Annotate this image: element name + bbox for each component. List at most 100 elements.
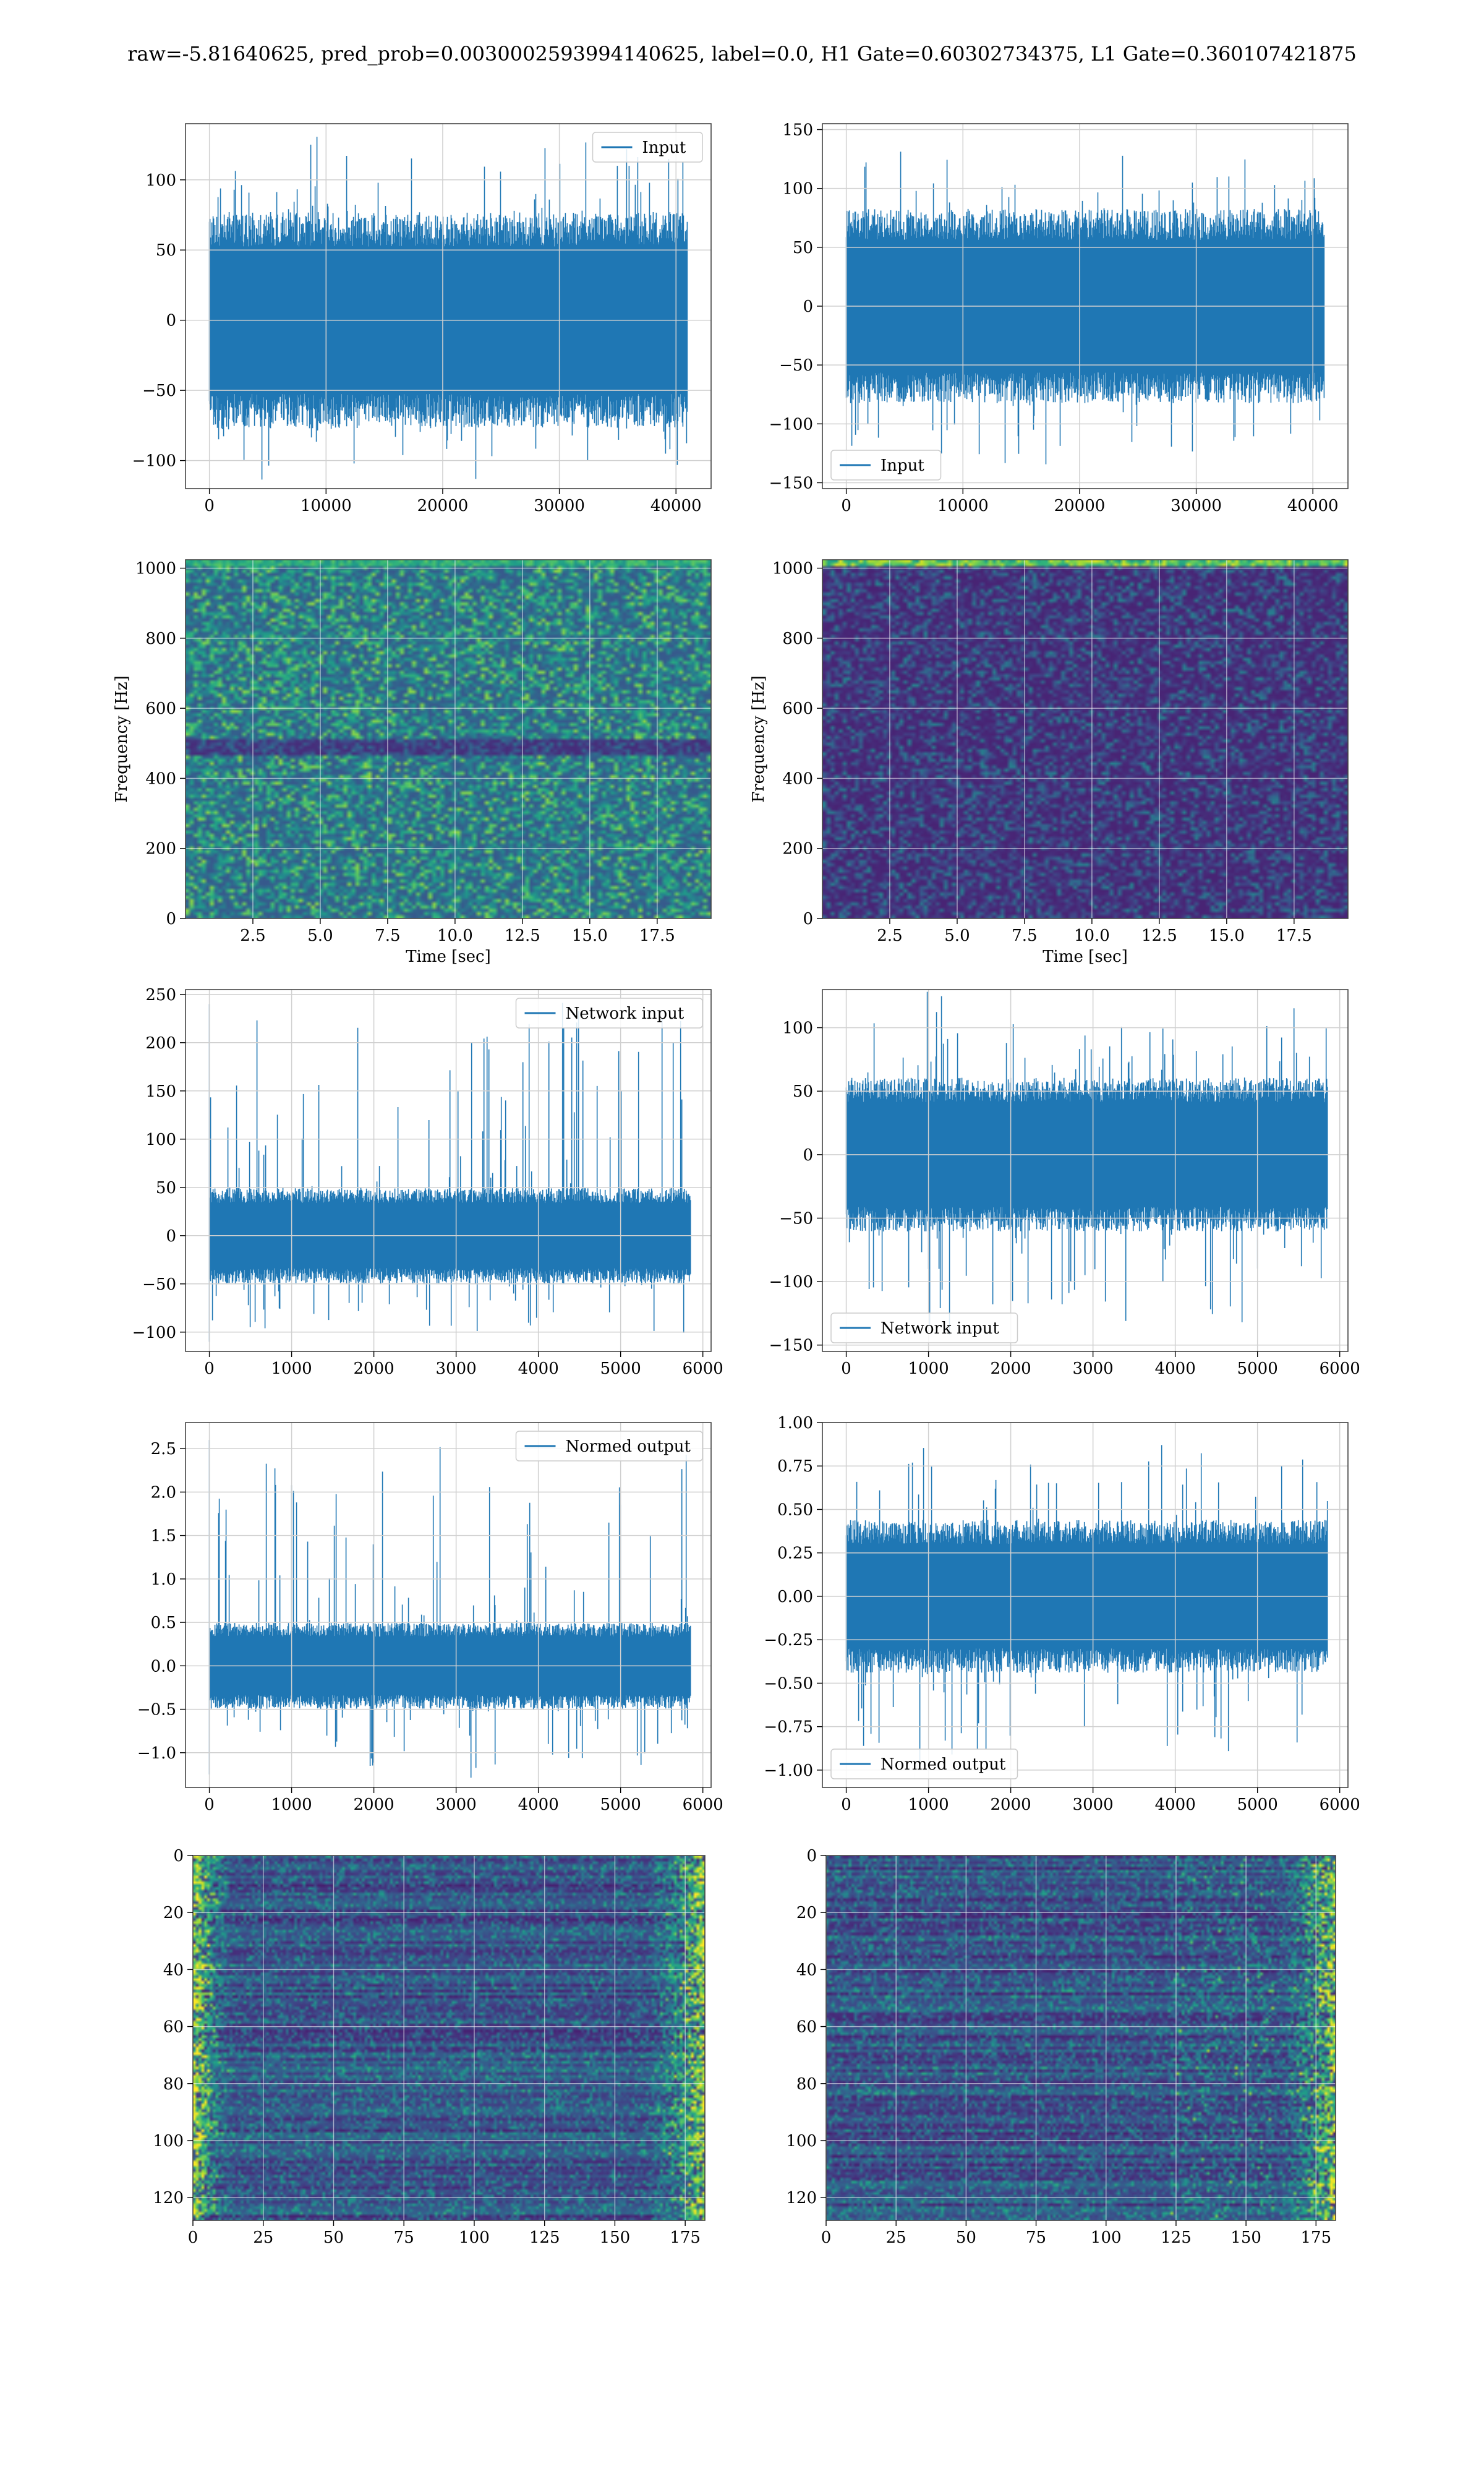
x-tick-label: 4000 [1155, 1796, 1196, 1814]
y-tick-label: −1.00 [764, 1761, 813, 1780]
x-tick-label: 0 [841, 1359, 851, 1378]
legend: Input [592, 132, 703, 163]
x-tick-label: 12.5 [505, 927, 540, 945]
y-tick-label: 400 [782, 769, 813, 788]
y-tick-label: 200 [145, 1034, 176, 1053]
x-tick-label: 0 [841, 497, 851, 515]
x-tick-label: 4000 [518, 1796, 559, 1814]
heatmap-image [193, 1856, 705, 2220]
y-tick-label: 100 [145, 1131, 176, 1149]
y-tick-label: 0 [806, 1847, 817, 1865]
x-tick-label: 0 [204, 1359, 215, 1378]
chart-network-input-l1: 0 1000 2000 3000 4000 5000 6000 −150 −100 −50 0 50 1… [769, 989, 1360, 1378]
y-tick-label: 600 [782, 700, 813, 718]
x-tick-label: 7.5 [1012, 927, 1037, 945]
y-tick-label: 0 [803, 1146, 813, 1165]
x-tick-label: 40000 [1287, 497, 1339, 515]
x-tick-label: 2000 [354, 1359, 394, 1378]
x-tick-label: 50 [956, 2228, 976, 2247]
y-tick-label: 800 [782, 630, 813, 648]
y-tick-label: 100 [782, 1019, 813, 1038]
grid-lines [186, 124, 711, 489]
x-tick-label: 10000 [937, 497, 989, 515]
y-tick-label: 0 [803, 297, 813, 316]
y-tick-label: 100 [782, 180, 813, 199]
y-tick-label: 1000 [135, 560, 176, 578]
figure-title: raw=-5.81640625, pred_prob=0.00300025939… [127, 42, 1357, 66]
y-tick-label: 60 [163, 2018, 184, 2037]
y-tick-label: 0.00 [777, 1588, 813, 1606]
x-tick-label: 20000 [417, 497, 469, 515]
axes-frame [822, 989, 1349, 1352]
y-tick-label: 50 [156, 241, 176, 260]
y-tick-label: −1.0 [137, 1744, 176, 1763]
y-axis-label: Frequency [Hz] [113, 675, 131, 803]
heatmap-image [186, 560, 711, 918]
x-tick-label: 1000 [908, 1796, 949, 1814]
plot-area [845, 152, 1325, 464]
y-tick-label: 0.75 [777, 1457, 813, 1476]
x-tick-label: 4000 [518, 1359, 559, 1378]
x-tick-label: 0 [204, 497, 215, 515]
y-tick-label: −100 [132, 1324, 176, 1342]
chart-spectrogram-l1: 2.5 5.0 7.5 10.0 12.5 15.0 17.5 0 200 400 600 800 10… [749, 559, 1349, 966]
y-tick-label: 120 [153, 2189, 184, 2207]
chart-normed-output-h1: 0 1000 2000 3000 4000 5000 6000 −1.0 −0.5 0.0 0.5 1… [137, 1422, 723, 1814]
x-tick-label: 5000 [1237, 1796, 1278, 1814]
x-tick-label: 4000 [1155, 1359, 1196, 1378]
heatmap-image [826, 1856, 1336, 2220]
legend-label: Normed output [566, 1437, 691, 1456]
x-tick-label: 3000 [1073, 1796, 1114, 1814]
y-tick-label: 800 [145, 630, 176, 648]
chart-input-h1: 0 10000 20000 30000 40000 −100 −50 0 50 100 Input [132, 123, 712, 515]
x-tick-label: 1000 [908, 1359, 949, 1378]
y-axis-label: Frequency [Hz] [749, 675, 768, 803]
y-tick-label: 1.00 [777, 1414, 813, 1432]
legend: Normed output [515, 1431, 703, 1462]
y-tick-label: 0.0 [151, 1657, 176, 1676]
plot-area [208, 1440, 691, 1778]
y-tick-label: 200 [145, 840, 176, 858]
x-tick-label: 150 [600, 2228, 631, 2247]
y-tick-label: 0.50 [777, 1500, 813, 1519]
chart-feature-map-l1: 0 25 50 75 100 125 150 175 0 20 40 60 80 100 120 [786, 1847, 1336, 2247]
y-tick-label: 0 [803, 910, 813, 928]
x-tick-label: 5.0 [944, 927, 970, 945]
y-tick-label: 2.5 [151, 1440, 176, 1458]
x-tick-label: 25 [253, 2228, 273, 2247]
x-tick-label: 10.0 [437, 927, 473, 945]
series-line [845, 1445, 1328, 1767]
y-tick-label: 20 [796, 1904, 817, 1922]
x-tick-label: 100 [1091, 2228, 1122, 2247]
x-tick-label: 75 [1026, 2228, 1046, 2247]
x-tick-label: 2000 [991, 1796, 1031, 1814]
y-tick-label: −50 [142, 1275, 176, 1294]
x-tick-label: 5000 [600, 1796, 641, 1814]
x-tick-label: 5.0 [307, 927, 333, 945]
y-tick-label: 50 [156, 1179, 176, 1197]
y-tick-label: −150 [769, 474, 813, 492]
axes-frame [185, 989, 712, 1352]
y-tick-label: 40 [796, 1961, 817, 1979]
y-tick-label: 600 [145, 700, 176, 718]
y-tick-label: 1000 [772, 560, 813, 578]
y-tick-label: −50 [779, 1209, 813, 1228]
x-tick-label: 1000 [271, 1796, 312, 1814]
chart-normed-output-l1: 0 1000 2000 3000 4000 5000 6000 −1.00 −0.75 −0.50… [764, 1414, 1360, 1814]
x-tick-label: 15.0 [1209, 927, 1245, 945]
x-tick-label: 0 [841, 1796, 851, 1814]
x-tick-label: 175 [1300, 2228, 1331, 2247]
y-tick-label: −100 [769, 415, 813, 434]
x-tick-label: 6000 [1320, 1796, 1360, 1814]
x-tick-label: 75 [394, 2228, 414, 2247]
y-tick-label: −100 [769, 1273, 813, 1291]
x-tick-label: 6000 [1320, 1359, 1360, 1378]
series-line [208, 1003, 691, 1342]
axes-frame [185, 559, 712, 919]
y-tick-label: 20 [163, 1904, 184, 1922]
y-tick-label: 100 [153, 2132, 184, 2151]
x-tick-label: 20000 [1054, 497, 1106, 515]
x-tick-label: 17.5 [639, 927, 675, 945]
plot-area [826, 1856, 1336, 2220]
y-tick-label: 0 [166, 910, 176, 928]
